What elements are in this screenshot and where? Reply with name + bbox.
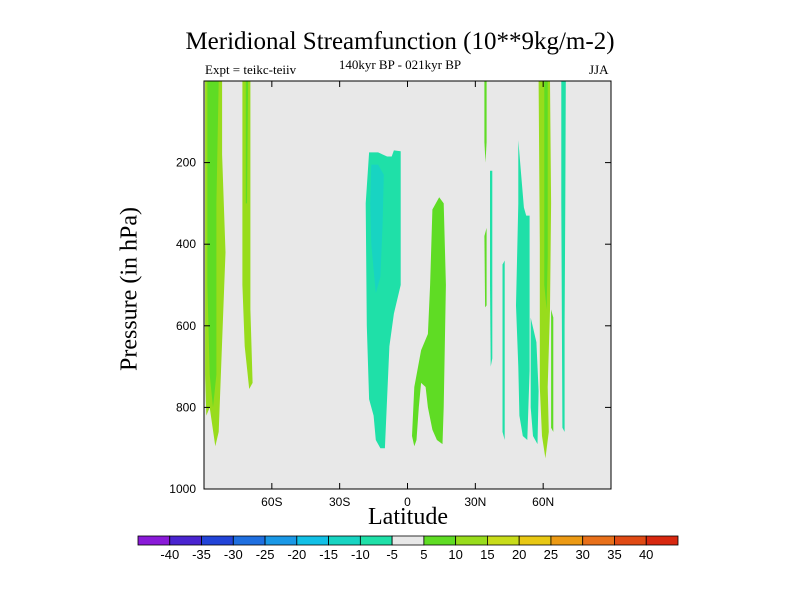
colorbar-label: 10 <box>448 547 462 562</box>
colorbar-box-0 <box>137 535 171 546</box>
colorbar-box-7 <box>359 535 393 546</box>
colorbar-label: -30 <box>224 547 243 562</box>
colorbar-box-8 <box>391 535 425 546</box>
colorbar-label: 15 <box>480 547 494 562</box>
colorbar-box-1 <box>169 535 202 546</box>
colorbar-box-10 <box>455 535 488 546</box>
y-tick-label: 200 <box>176 156 196 170</box>
colorbar-box-16 <box>645 535 679 546</box>
colorbar-label: 40 <box>639 547 653 562</box>
contour-region-11 <box>516 140 530 440</box>
y-tick-label: 600 <box>176 319 196 333</box>
colorbar-label: -40 <box>160 547 179 562</box>
plot-frame <box>203 80 612 490</box>
x-axis-label: Latitude <box>368 504 448 530</box>
contour-region-15 <box>551 309 554 432</box>
contour-region-6 <box>412 197 446 447</box>
colorbar-box-12 <box>518 535 552 546</box>
experiment-label: Expt = teikc-teiiv <box>205 62 297 77</box>
colorbar-label: 30 <box>575 547 589 562</box>
contour-region-3 <box>245 81 249 204</box>
colorbar-label: 25 <box>544 547 558 562</box>
colorbar-label: 20 <box>512 547 526 562</box>
contour-regions <box>205 81 566 459</box>
contour-region-8 <box>484 227 487 308</box>
y-tick-label: 400 <box>176 237 196 251</box>
colorbar-box-5 <box>296 535 329 546</box>
colorbar-label: -20 <box>287 547 306 562</box>
colorbar-boxes <box>137 535 679 546</box>
contour-region-2 <box>242 81 253 389</box>
colorbar-label: -5 <box>386 547 398 562</box>
x-tick-label: 60N <box>532 495 554 509</box>
contour-region-16 <box>561 81 566 432</box>
y-tick-label: 1000 <box>169 482 196 496</box>
colorbar-box-4 <box>264 535 298 546</box>
chart-subtitle: 140kyr BP - 021kyr BP <box>338 57 462 72</box>
colorbar-label: 5 <box>420 547 427 562</box>
colorbar-box-14 <box>582 535 615 546</box>
colorbar-label: -35 <box>192 547 211 562</box>
colorbar-box-2 <box>201 535 234 546</box>
colorbar-box-9 <box>423 535 457 546</box>
x-tick-label: 30S <box>329 495 350 509</box>
colorbar-label: -25 <box>256 547 275 562</box>
contour-region-5 <box>370 164 384 294</box>
colorbar-label: 35 <box>607 547 621 562</box>
colorbar-box-15 <box>614 535 647 546</box>
contour-region-7 <box>484 81 487 163</box>
contour-region-1 <box>207 81 219 408</box>
contour-region-14 <box>544 81 548 310</box>
y-tick-label: 800 <box>176 400 196 414</box>
colorbar-labels: -40 -35 -30 -25 -20 -15 -10 -5 5 10 15 20 25 30 35 40 <box>160 547 653 562</box>
colorbar-box-3 <box>232 535 266 546</box>
chart-title: Meridional Streamfunction (10**9kg/m-2) <box>185 28 615 55</box>
colorbar-label: -15 <box>319 547 338 562</box>
contour-region-10 <box>502 260 505 440</box>
colorbar-label: -10 <box>351 547 370 562</box>
contour-region-12 <box>530 317 539 445</box>
season-label: JJA <box>589 62 609 77</box>
x-tick-label: 30N <box>464 495 486 509</box>
x-tick-label: 0 <box>404 495 411 509</box>
contour-region-9 <box>490 170 493 367</box>
colorbar-box-6 <box>328 535 361 546</box>
axis-tick-labels: 60S 30S 0 30N 60N 200 400 600 800 1000 <box>169 156 554 509</box>
colorbar-box-13 <box>550 535 584 546</box>
colorbar-box-11 <box>487 535 520 546</box>
x-tick-label: 60S <box>261 495 282 509</box>
